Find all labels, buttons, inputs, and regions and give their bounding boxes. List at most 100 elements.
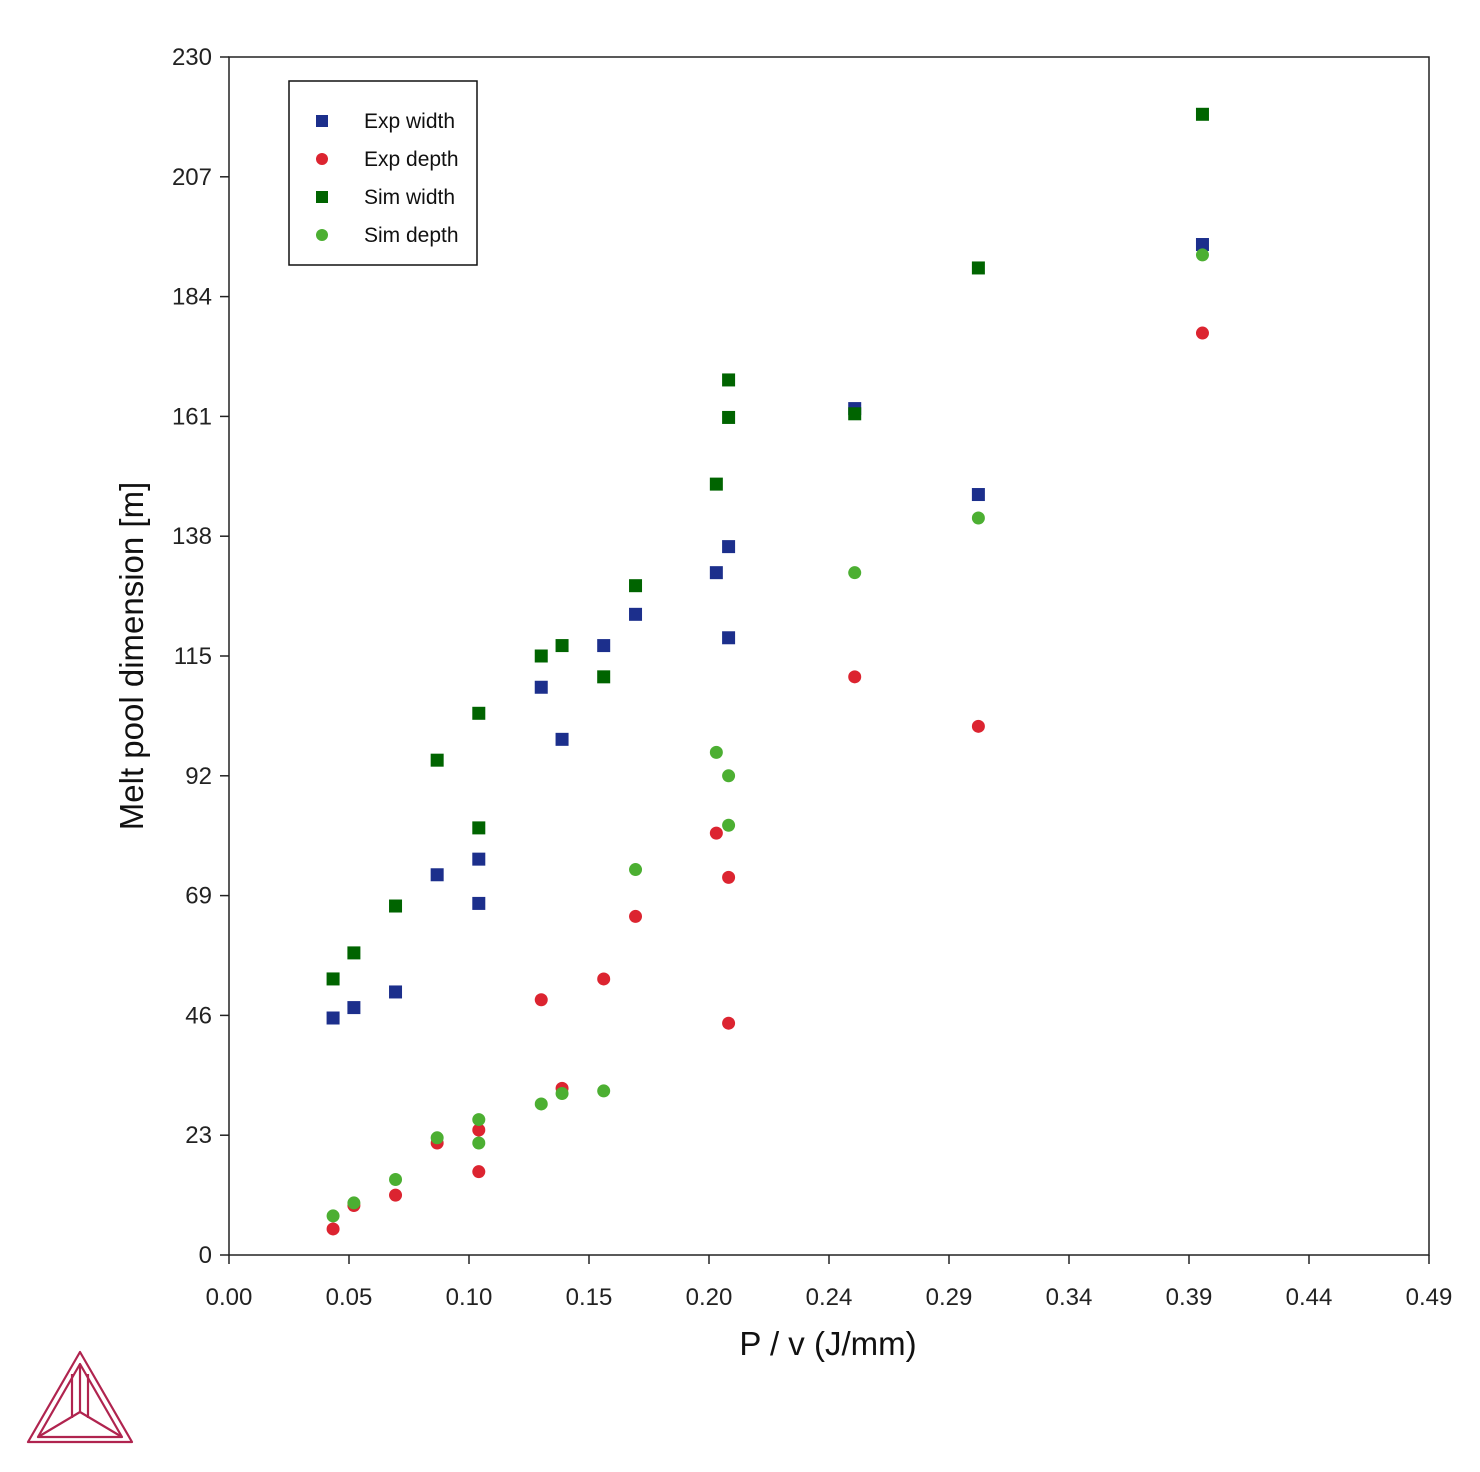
exp-width-point	[326, 1011, 340, 1025]
sim-depth-point	[347, 1196, 361, 1210]
sim-depth-point	[430, 1131, 444, 1145]
legend-label-exp-depth: Exp depth	[364, 148, 459, 171]
legend-marker-exp-width	[316, 115, 328, 127]
sim-depth-point	[326, 1209, 340, 1223]
exp-width-point	[722, 631, 736, 645]
exp-width-point	[534, 680, 548, 694]
exp-depth-point	[472, 1123, 486, 1137]
x-tick-label: 0.29	[926, 1284, 973, 1311]
x-axis-title: P / v (J/mm)	[739, 1325, 916, 1362]
legend: Exp width Exp depth Sim width Sim depth	[288, 80, 478, 266]
sim-width-point	[722, 410, 736, 424]
exp-depth-point	[597, 972, 611, 986]
sim-depth-point	[534, 1097, 548, 1111]
sim-depth-point	[389, 1172, 403, 1186]
x-tick-label: 0.00	[206, 1284, 253, 1311]
y-tick-label: 207	[172, 164, 212, 191]
exp-depth-point	[629, 909, 643, 923]
sim-width-point	[1195, 107, 1209, 121]
sim-width-point	[472, 821, 486, 835]
sim-depth-point	[709, 745, 723, 759]
sim-width-point	[722, 373, 736, 387]
sim-depth-point	[472, 1136, 486, 1150]
sim-width-point	[555, 639, 569, 653]
exp-depth-point	[709, 826, 723, 840]
sim-width-point	[971, 261, 985, 275]
x-tick-label: 0.20	[686, 1284, 733, 1311]
sim-width-point	[389, 899, 403, 913]
sim-width-point	[347, 946, 361, 960]
y-axis: 0 23 46 69 92 115 138 161 184 207 230	[172, 44, 229, 1269]
y-tick-label: 184	[172, 284, 212, 311]
x-tick-label: 0.49	[1406, 1284, 1453, 1311]
sim-depth-point	[1195, 248, 1209, 262]
exp-depth-point	[722, 870, 736, 884]
x-tick-label: 0.05	[326, 1284, 373, 1311]
sim-width-point	[472, 706, 486, 720]
exp-depth-point	[326, 1222, 340, 1236]
y-tick-label: 138	[172, 523, 212, 550]
exp-depth-point	[722, 1016, 736, 1030]
x-tick-label: 0.44	[1286, 1284, 1333, 1311]
sim-width-point	[534, 649, 548, 663]
sim-depth-point	[597, 1084, 611, 1098]
x-tick-label: 0.10	[446, 1284, 493, 1311]
exp-width-point	[971, 488, 985, 502]
thermo-calc-logo-icon	[26, 1350, 134, 1444]
exp-width-point	[389, 985, 403, 999]
series-exp-depth	[326, 326, 1209, 1236]
legend-marker-exp-depth	[316, 153, 328, 165]
legend-label-sim-width: Sim width	[364, 186, 455, 209]
y-tick-label: 92	[185, 763, 212, 790]
sim-width-point	[326, 972, 340, 986]
exp-width-point	[629, 607, 643, 621]
legend-label-sim-depth: Sim depth	[364, 224, 459, 247]
sim-width-point	[709, 477, 723, 491]
sim-width-point	[597, 670, 611, 684]
sim-depth-point	[555, 1087, 569, 1101]
exp-width-point	[1195, 238, 1209, 252]
sim-width-point	[430, 753, 444, 767]
sim-width-point	[629, 579, 643, 593]
exp-width-point	[555, 732, 569, 746]
sim-depth-point	[722, 769, 736, 783]
sim-width-point	[848, 407, 862, 421]
sim-depth-point	[629, 863, 643, 877]
exp-depth-point	[534, 993, 548, 1007]
y-tick-label: 69	[185, 883, 212, 910]
exp-width-point	[472, 896, 486, 910]
exp-width-point	[430, 868, 444, 882]
exp-depth-point	[1195, 326, 1209, 340]
sim-depth-point	[848, 566, 862, 580]
legend-marker-sim-depth	[316, 229, 328, 241]
y-tick-label: 0	[199, 1242, 212, 1269]
x-tick-label: 0.15	[566, 1284, 613, 1311]
y-tick-label: 46	[185, 1002, 212, 1029]
exp-width-point	[472, 852, 486, 866]
exp-width-point	[722, 540, 736, 554]
exp-width-point	[597, 639, 611, 653]
x-tick-label: 0.39	[1166, 1284, 1213, 1311]
exp-width-point	[709, 566, 723, 580]
y-tick-label: 161	[172, 403, 212, 430]
data-points	[326, 107, 1209, 1236]
exp-width-point	[347, 1001, 361, 1015]
exp-depth-point	[389, 1188, 403, 1202]
legend-label-exp-width: Exp width	[364, 110, 455, 133]
sim-depth-point	[722, 818, 736, 832]
exp-depth-point	[971, 719, 985, 733]
y-tick-label: 230	[172, 44, 212, 71]
sim-depth-point	[971, 511, 985, 525]
legend-marker-sim-width	[316, 191, 328, 203]
sim-depth-point	[472, 1113, 486, 1127]
y-tick-label: 23	[185, 1122, 212, 1149]
exp-depth-point	[472, 1165, 486, 1179]
exp-depth-point	[848, 670, 862, 684]
series-sim-width	[326, 107, 1209, 986]
x-axis: 0.00 0.05 0.10 0.15 0.20 0.24 0.29 0.34 0.39 0.44…	[206, 1255, 1453, 1311]
x-tick-label: 0.24	[806, 1284, 853, 1311]
series-exp-width	[326, 238, 1209, 1025]
x-tick-label: 0.34	[1046, 1284, 1093, 1311]
y-axis-title: Melt pool dimension [m]	[113, 482, 150, 830]
